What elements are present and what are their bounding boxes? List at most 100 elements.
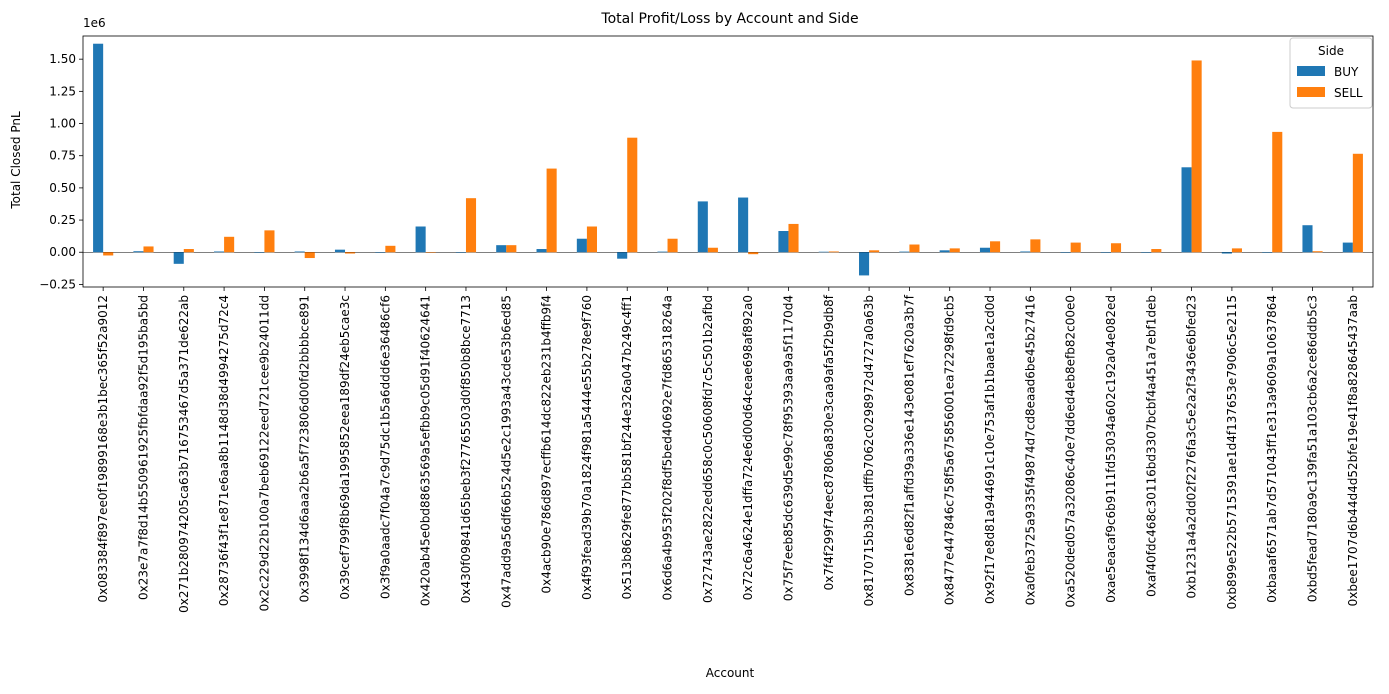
bar-buy-5 xyxy=(294,251,305,253)
y-ticks-layer: −0.25 0.00 0.25 0.50 0.75 1.00 1.25 1.50 xyxy=(39,52,83,291)
bar-buy-12 xyxy=(576,238,587,253)
bar-sell-14 xyxy=(667,238,678,253)
x-tick-label: 0x72c6a4624e1dffa724e6d00d64ceae698af892… xyxy=(741,295,755,600)
x-tick-label: 0x083384f897ee0f19899168e3b1bec365f52a90… xyxy=(96,295,110,603)
bar-sell-18 xyxy=(828,251,839,253)
x-tick-label: 0x47add9a56df66b524d5e2c1993a43cde53b6ed… xyxy=(499,295,513,608)
x-tick-label: 0xa0feb3725a9335f49874d7cd8eaad6be45b274… xyxy=(1023,295,1037,605)
legend: Side BUY SELL xyxy=(1289,37,1373,109)
bar-sell-23 xyxy=(1030,239,1041,253)
y-axis-label: Total Closed PnL xyxy=(9,111,23,210)
y-tick-label: 0.25 xyxy=(49,213,76,227)
bar-sell-9 xyxy=(465,198,477,253)
x-tick-label: 0x23e7a7f8d14b550961925fbfdaa92f5d195ba5… xyxy=(136,295,150,600)
bar-buy-30 xyxy=(1302,225,1313,253)
bar-sell-27 xyxy=(1191,60,1202,253)
bar-sell-28 xyxy=(1231,248,1242,253)
legend-label-sell: SELL xyxy=(1334,86,1363,100)
bar-sell-1 xyxy=(143,246,154,253)
bar-buy-16 xyxy=(738,197,749,253)
bar-sell-7 xyxy=(385,245,396,253)
bar-sell-3 xyxy=(224,236,235,253)
bar-buy-23 xyxy=(1020,251,1031,253)
bar-buy-26 xyxy=(1141,252,1152,253)
bar-buy-24 xyxy=(1060,252,1071,253)
bar-buy-14 xyxy=(657,251,668,253)
legend-label-buy: BUY xyxy=(1334,65,1359,79)
x-tick-label: 0xbaaaf6571ab7d571043ff1e313a9609a106378… xyxy=(1265,295,1279,603)
bar-sell-26 xyxy=(1151,249,1162,253)
x-tick-label: 0xaf40fdc468c30116bd3307bcbf4a451a7ebf1d… xyxy=(1144,295,1158,597)
bar-buy-9 xyxy=(455,252,466,253)
x-tick-label: 0x7f4f299f74eec87806a830e3caa9afa5f2b9db… xyxy=(822,294,836,590)
x-tick-label: 0xb1231a4a2dd02f2276fa3c5e2a2f3436e6bfed… xyxy=(1185,295,1199,598)
x-ticks-layer: 0x083384f897ee0f19899168e3b1bec365f52a90… xyxy=(96,287,1360,613)
x-axis-label: Account xyxy=(706,666,755,680)
x-tick-label: 0xbd5fead7180a9c139fa51a103cb6a2ce86ddb5… xyxy=(1306,295,1320,602)
bar-sell-17 xyxy=(788,223,799,253)
bar-sell-19 xyxy=(869,250,880,253)
x-tick-label: 0x3f9a0aadc7f04a7c9d75dc1b5a6ddd6e36486c… xyxy=(378,295,392,599)
y-tick-label: 0.00 xyxy=(49,245,76,259)
bar-buy-17 xyxy=(778,231,789,253)
x-tick-label: 0x72743ae2822edd658c0c50608fd7c5c501b2af… xyxy=(701,295,715,603)
bar-sell-10 xyxy=(506,245,517,253)
bar-buy-22 xyxy=(979,247,991,253)
bar-sell-24 xyxy=(1070,242,1081,253)
legend-swatch-sell xyxy=(1297,87,1325,97)
x-tick-label: 0xa520ded057a32086c40e7dd6ed4eb8efb82c00… xyxy=(1064,295,1078,607)
bar-buy-20 xyxy=(899,251,910,253)
bar-buy-10 xyxy=(496,245,507,253)
y-tick-label: 1.00 xyxy=(49,117,76,131)
x-tick-label: 0x28736f43f1e871e6aa8b1148d38d4994275d72… xyxy=(217,295,231,606)
x-tick-label: 0x3998f134d6aaa2b6a5f723806d00fd2bbbbce8… xyxy=(298,295,312,602)
y-tick-label: 0.75 xyxy=(49,149,76,163)
x-tick-label: 0x8477e447846c758f5a675856001ea72298fd9c… xyxy=(943,295,957,605)
x-tick-label: 0x8170715b3b381dffb7062c0298972d4727a0a6… xyxy=(862,295,876,606)
y-tick-label: −0.25 xyxy=(39,277,76,291)
x-tick-label: 0x4f93fead39b70a1824f981a5444e55b278e9f7… xyxy=(580,295,594,600)
x-tick-label: 0x6d6a4b953f202f8df5bed40692e7fd86531826… xyxy=(661,295,675,600)
bar-buy-19 xyxy=(859,252,870,276)
bar-sell-5 xyxy=(304,252,315,259)
bar-buy-27 xyxy=(1181,167,1192,253)
y-tick-label: 0.50 xyxy=(49,181,76,195)
bar-sell-22 xyxy=(990,241,1001,253)
bar-sell-0 xyxy=(103,252,114,256)
bar-sell-6 xyxy=(345,252,356,254)
legend-title: Side xyxy=(1318,44,1344,58)
x-tick-label: 0x8381e6d82f1affd39a336e143e081ef7620a3b… xyxy=(902,294,916,596)
x-tick-label: 0x39cef799f8b69da1995852eea189df24eb5cae… xyxy=(338,295,352,600)
bar-sell-20 xyxy=(909,244,920,253)
bar-buy-0 xyxy=(93,43,104,253)
bar-buy-6 xyxy=(334,249,346,253)
x-tick-label: 0xb899e522b5715391ae1d4f137653e7906c5e21… xyxy=(1225,295,1239,609)
bar-sell-31 xyxy=(1352,153,1363,253)
bars-layer xyxy=(93,43,1363,276)
x-tick-label: 0x271b280974205ca63b716753467d5a371de622… xyxy=(177,295,191,613)
bar-buy-11 xyxy=(536,249,547,253)
x-tick-label: 0x75f7eeb85dc639d5e99c78f95393aa9a5f1170… xyxy=(781,295,795,601)
bar-sell-11 xyxy=(546,168,557,253)
y-axis-offset-text: 1e6 xyxy=(83,16,106,30)
bar-buy-3 xyxy=(214,251,225,253)
legend-swatch-buy xyxy=(1297,66,1325,76)
y-tick-label: 1.25 xyxy=(49,84,76,98)
bar-buy-8 xyxy=(415,226,426,253)
bar-buy-15 xyxy=(697,201,708,253)
bar-sell-2 xyxy=(183,249,194,253)
x-tick-label: 0x92f17e8d81a944691c10e753af1b1baae1a2cd… xyxy=(983,295,997,604)
bar-buy-31 xyxy=(1342,242,1353,253)
bar-sell-29 xyxy=(1272,131,1283,253)
bar-buy-7 xyxy=(375,252,386,253)
x-tick-label: 0x513b8629fe877bb581bf244e326a047b249c4f… xyxy=(620,295,634,599)
bar-buy-13 xyxy=(617,252,628,259)
bar-buy-21 xyxy=(939,250,950,253)
bar-buy-25 xyxy=(1100,252,1111,253)
bar-sell-25 xyxy=(1110,243,1122,253)
x-tick-label: 0x4acb90e786d897ecffb614dc822eb231b4ffb9… xyxy=(540,295,554,593)
x-tick-label: 0xbee1707d6b44d4d52bfe19e41f8a828645437a… xyxy=(1346,295,1360,606)
bar-buy-28 xyxy=(1221,252,1232,254)
